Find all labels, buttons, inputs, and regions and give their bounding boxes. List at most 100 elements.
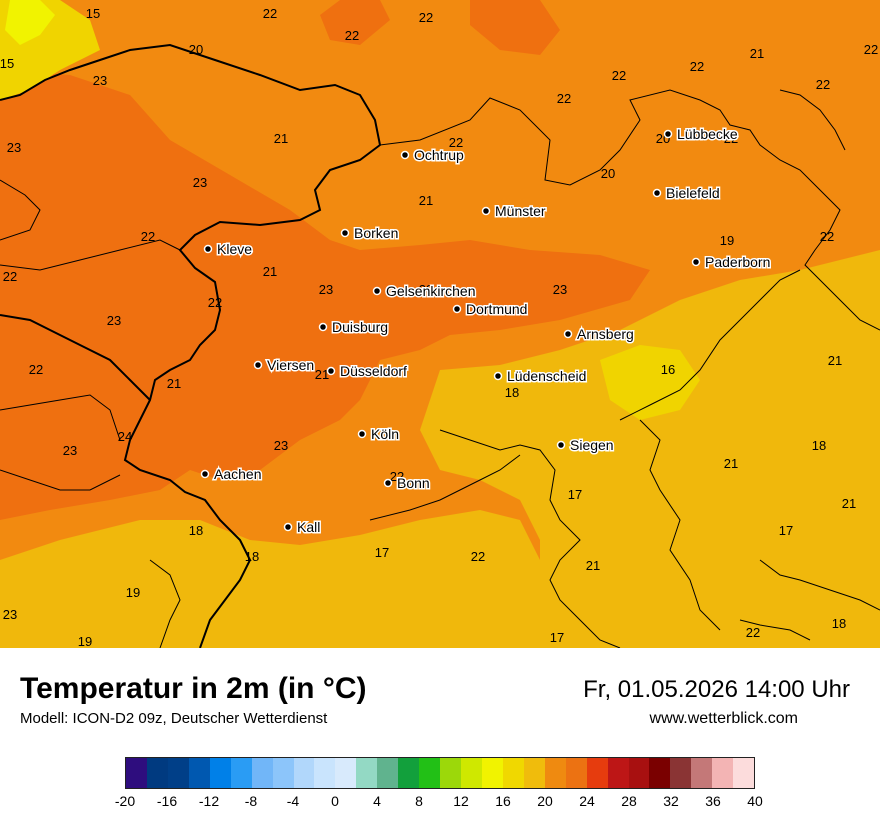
legend-swatch	[565, 758, 587, 788]
model-info: Modell: ICON-D2 09z, Deutscher Wetterdie…	[20, 710, 328, 727]
city-label: Ochtrup	[414, 147, 464, 163]
legend-swatch	[377, 758, 399, 788]
temperature-map[interactable]: 15 22 22 22 20 21 22 15 23 22 22 22 22 21 22 20 22 23 20 23…	[0, 0, 880, 648]
temperature-value: 18	[505, 385, 519, 400]
city-marker[interactable]: Düsseldorf	[326, 362, 409, 381]
legend-swatch	[146, 758, 168, 788]
legend-swatch	[586, 758, 608, 788]
city-label: Bielefeld	[666, 185, 720, 201]
city-marker[interactable]: Lübbecke	[663, 125, 739, 144]
city-dot	[203, 244, 213, 254]
temperature-value: 22	[820, 229, 834, 244]
legend-swatch	[293, 758, 315, 788]
temperature-value: 17	[568, 487, 582, 502]
city-dot	[357, 429, 367, 439]
legend-tick-label: 4	[373, 793, 381, 809]
temperature-value: 23	[193, 175, 207, 190]
temperature-value: 22	[449, 135, 463, 150]
legend-swatch	[461, 758, 482, 788]
temperature-value: 23	[553, 282, 567, 297]
legend-tick-label: -12	[198, 793, 220, 809]
temperature-value: 21	[828, 353, 842, 368]
page-title: Temperatur in 2m (in °C)	[20, 672, 367, 705]
temperature-value: 22	[141, 229, 155, 244]
city-marker[interactable]: Viersen	[253, 356, 316, 375]
temperature-value: 22	[816, 77, 830, 92]
temperature-value: 22	[690, 59, 704, 74]
temperature-value: 21	[263, 264, 277, 279]
temperature-value: 23	[7, 140, 21, 155]
city-marker[interactable]: Münster	[481, 202, 547, 221]
legend-tick-label: 0	[331, 793, 339, 809]
city-marker[interactable]: Siegen	[556, 436, 615, 455]
temperature-value: 20	[601, 166, 615, 181]
city-label: Paderborn	[705, 254, 770, 270]
city-dot	[493, 371, 503, 381]
legend-swatch	[335, 758, 357, 788]
city-label: Kleve	[217, 241, 252, 257]
city-markers: Lübbecke Ochtrup Bielefeld Münster Borken Kle…	[200, 125, 772, 537]
city-marker[interactable]: Ochtrup	[400, 146, 466, 165]
temperature-value: 22	[345, 28, 359, 43]
city-marker[interactable]: Kleve	[203, 240, 254, 259]
temperature-value: 23	[107, 313, 121, 328]
city-marker[interactable]: Duisburg	[318, 318, 390, 337]
city-marker[interactable]: Dortmund	[452, 300, 529, 319]
legend-swatch	[649, 758, 671, 788]
legend-swatch	[251, 758, 273, 788]
city-dot	[200, 469, 210, 479]
coast-highlight	[5, 0, 55, 45]
city-dot	[372, 286, 382, 296]
temperature-value: 21	[724, 456, 738, 471]
city-marker[interactable]: Borken	[340, 224, 400, 243]
temperature-value: 23	[274, 438, 288, 453]
city-dot	[556, 440, 566, 450]
temperature-value: 22	[263, 6, 277, 21]
city-dot	[283, 522, 293, 532]
city-dot	[691, 257, 701, 267]
temperature-value: 21	[315, 367, 329, 382]
website-link[interactable]: www.wetterblick.com	[649, 710, 798, 727]
city-marker[interactable]: Gelsenkirchen	[372, 282, 477, 301]
cool-zones	[0, 250, 880, 648]
legend-ticks: -20 -16 -12 -8 -4 0 4 8 12 16 20 24 28 32 36 40	[115, 793, 763, 813]
legend-swatch	[419, 758, 441, 788]
legend-swatch	[481, 758, 503, 788]
temperature-value: 18	[832, 616, 846, 631]
temperature-value: 22	[208, 295, 222, 310]
city-marker[interactable]: Aachen	[200, 465, 263, 484]
legend-tick-label: -8	[244, 793, 258, 809]
city-marker[interactable]: Lüdenscheid	[493, 367, 588, 386]
city-label: Borken	[354, 225, 398, 241]
color-legend	[125, 757, 755, 789]
temperature-value: 20	[189, 42, 203, 57]
legend-tick-label: -20	[114, 793, 136, 809]
temperature-value: 21	[750, 46, 764, 61]
city-marker[interactable]: Köln	[357, 425, 401, 444]
city-dot	[400, 150, 410, 160]
city-marker[interactable]: Paderborn	[691, 253, 772, 272]
city-dot	[563, 329, 573, 339]
city-label: Münster	[495, 203, 546, 219]
temperature-value: 22	[29, 362, 43, 377]
state-borders	[0, 89, 880, 648]
city-dot	[326, 366, 336, 376]
city-dot	[318, 322, 328, 332]
legend-swatch	[356, 758, 378, 788]
temperature-value: 16	[661, 362, 675, 377]
city-marker[interactable]: Bonn	[383, 474, 431, 493]
temperature-value: 22	[724, 131, 738, 146]
legend-swatch	[628, 758, 650, 788]
legend-tick-label: 16	[495, 793, 511, 809]
legend-swatch	[398, 758, 420, 788]
city-label: Viersen	[267, 357, 314, 373]
city-dot	[481, 206, 491, 216]
city-marker[interactable]: Bielefeld	[652, 184, 721, 203]
city-dot	[663, 129, 673, 139]
legend-swatch	[230, 758, 252, 788]
footer: Temperatur in 2m (in °C) Modell: ICON-D2…	[0, 648, 880, 830]
city-marker[interactable]: Arnsberg	[563, 325, 635, 344]
city-marker[interactable]: Kall	[283, 518, 322, 537]
city-label: Aachen	[214, 466, 261, 482]
